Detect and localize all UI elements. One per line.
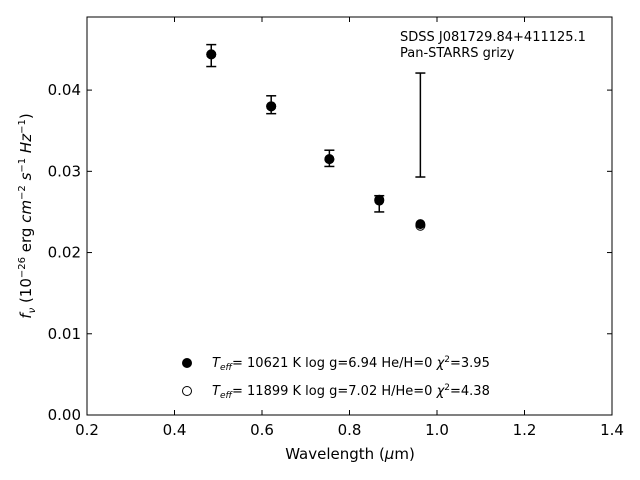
model-point-filled	[374, 194, 385, 205]
observed-errorbars	[206, 43, 426, 213]
model-point-filled	[206, 49, 217, 60]
x-axis: 0.2 0.4 0.6 0.8 1.0 1.2 1.4	[75, 17, 624, 439]
legend-marker-filled	[182, 358, 192, 368]
x-tick-label: 0.2	[75, 421, 99, 439]
x-tick-label: 1.0	[425, 421, 449, 439]
y-tick-label: 0.02	[48, 244, 81, 262]
x-tick-label: 0.8	[338, 421, 362, 439]
legend-entry-2: Teff= 11899 K log g=7.02 H/He=0 χ2=4.38	[212, 383, 490, 401]
y-axis: 0.00 0.01 0.02 0.03 0.04	[48, 81, 612, 424]
y-axis-title: fν (10−26 erg cm−2 s−1 Hz−1)	[17, 113, 38, 318]
x-tick-label: 1.4	[600, 421, 624, 439]
observed-errorbar	[415, 72, 426, 178]
object-name-label: SDSS J081729.84+411125.1	[400, 30, 586, 45]
model-point-filled	[415, 219, 426, 230]
model-points	[206, 49, 426, 231]
x-tick-label: 0.6	[250, 421, 274, 439]
y-tick-label: 0.03	[48, 162, 81, 180]
x-tick-label: 1.2	[513, 421, 537, 439]
model-point-filled	[266, 101, 277, 112]
x-axis-title: Wavelength (μm)	[285, 445, 415, 463]
legend-marker-open	[182, 386, 192, 396]
y-tick-label: 0.00	[48, 406, 81, 424]
legend-entry-1: Teff= 10621 K log g=6.94 He/H=0 χ2=3.95	[212, 355, 490, 373]
legend: Teff= 10621 K log g=6.94 He/H=0 χ2=3.95 …	[182, 355, 490, 401]
y-tick-label: 0.01	[48, 325, 81, 343]
y-tick-label: 0.04	[48, 81, 81, 99]
survey-name-label: Pan-STARRS grizy	[400, 46, 515, 61]
x-tick-label: 0.4	[163, 421, 187, 439]
model-point-filled	[324, 154, 335, 165]
